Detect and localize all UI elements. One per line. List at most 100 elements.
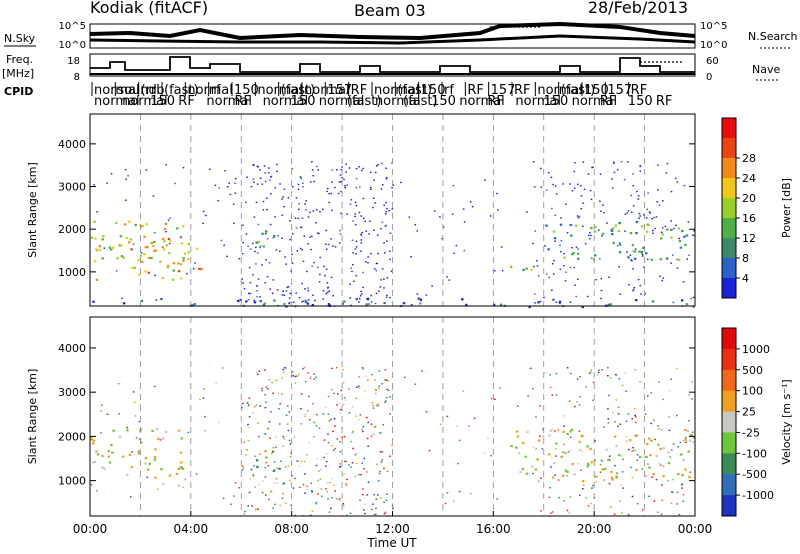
- cpid-item: 157: [607, 83, 632, 98]
- scatter-cell: [257, 166, 260, 168]
- scatter-cell: [267, 465, 270, 467]
- scatter-cell: [369, 171, 372, 173]
- scatter-cell: [345, 171, 347, 173]
- scatter-cell: [363, 503, 366, 506]
- scatter-cell: [641, 253, 644, 256]
- scatter-cell: [174, 182, 177, 185]
- echo-cell: [552, 298, 555, 301]
- scatter-cell: [304, 492, 306, 494]
- echo-cell: [137, 450, 140, 453]
- scatter-cell: [555, 372, 558, 375]
- echo-cell: [689, 434, 692, 437]
- scatter-cell: [304, 380, 307, 383]
- echo-cell: [171, 278, 175, 281]
- scatter-cell: [343, 178, 345, 181]
- scatter-cell: [539, 405, 541, 407]
- scatter-cell: [282, 492, 284, 495]
- scatter-cell: [672, 478, 674, 481]
- scatter-cell: [391, 207, 394, 210]
- scatter-cell: [222, 497, 225, 500]
- scatter-cell: [661, 499, 664, 502]
- scatter-cell: [534, 230, 537, 232]
- scatter-cell: [565, 271, 567, 273]
- scatter-cell: [371, 402, 373, 404]
- scatter-cell: [282, 483, 284, 485]
- scatter-cell: [609, 376, 612, 379]
- scatter-cell: [325, 292, 327, 295]
- scatter-cell: [386, 277, 389, 279]
- scatter-cell: [202, 210, 205, 213]
- scatter-cell: [308, 442, 311, 444]
- scatter-cell: [152, 195, 155, 197]
- scatter-cell: [129, 496, 132, 498]
- scatter-cell: [93, 184, 95, 186]
- scatter-cell: [666, 162, 669, 165]
- echo-cell: [605, 448, 608, 451]
- scatter-cell: [582, 484, 585, 486]
- echo-cell: [570, 234, 573, 237]
- scatter-cell: [662, 398, 665, 401]
- echo-cell: [635, 220, 639, 224]
- scatter-cell: [264, 394, 267, 396]
- echo-cell: [102, 235, 105, 238]
- scatter-cell: [264, 494, 267, 496]
- echo-cell: [261, 232, 264, 235]
- scatter-cell: [688, 394, 691, 396]
- echo-cell: [139, 225, 143, 228]
- scatter-cell: [167, 219, 170, 221]
- scatter-cell: [342, 369, 344, 371]
- scatter-cell: [291, 253, 293, 256]
- scatter-cell: [304, 473, 306, 475]
- echo-cell: [661, 233, 665, 236]
- scatter-cell: [540, 510, 542, 512]
- scatter-cell: [651, 476, 653, 478]
- scatter-cell: [549, 487, 551, 489]
- scatter-cell: [626, 251, 628, 253]
- scatter-cell: [354, 201, 357, 203]
- scatter-cell: [569, 449, 572, 452]
- echo-cell: [564, 469, 568, 472]
- echo-cell: [569, 430, 572, 433]
- scatter-cell: [245, 201, 247, 204]
- colorbar-swatch: [722, 178, 736, 199]
- scatter-cell: [304, 203, 306, 205]
- scatter-cell: [311, 265, 314, 267]
- scatter-cell: [564, 280, 567, 282]
- scatter-cell: [314, 299, 316, 302]
- scatter-cell: [550, 466, 552, 468]
- scatter-cell: [299, 486, 301, 489]
- echo-cell: [130, 248, 133, 251]
- scatter-cell: [311, 169, 314, 171]
- scatter-cell: [375, 165, 378, 167]
- scatter-cell: [326, 187, 329, 190]
- echo-cell: [172, 262, 176, 265]
- colorbar-swatch: [722, 258, 736, 279]
- scatter-cell: [620, 160, 623, 163]
- scatter-cell: [295, 375, 298, 377]
- colorbar-swatch: [722, 328, 736, 350]
- scatter-cell: [115, 270, 118, 272]
- scatter-cell: [261, 480, 264, 482]
- cpid-item: (fast): [403, 94, 438, 109]
- scatter-cell: [527, 395, 529, 397]
- scatter-cell: [282, 290, 284, 293]
- scatter-cell: [242, 224, 244, 226]
- scatter-cell: [317, 493, 319, 495]
- scatter-cell: [421, 370, 423, 372]
- echo-cell: [685, 234, 689, 237]
- scatter-cell: [276, 289, 279, 291]
- scatter-cell: [256, 290, 258, 292]
- scatter-cell: [315, 501, 318, 504]
- echo-cell: [101, 238, 104, 241]
- scatter-cell: [374, 171, 377, 174]
- scatter-cell: [272, 446, 275, 449]
- y-tick-label: 3000: [58, 386, 86, 399]
- echo-cell: [603, 467, 607, 471]
- scatter-cell: [352, 447, 354, 450]
- echo-cell: [264, 230, 268, 233]
- scatter-cell: [580, 184, 582, 187]
- scatter-cell: [283, 366, 286, 369]
- echo-cell: [545, 224, 548, 227]
- scatter-cell: [305, 200, 307, 202]
